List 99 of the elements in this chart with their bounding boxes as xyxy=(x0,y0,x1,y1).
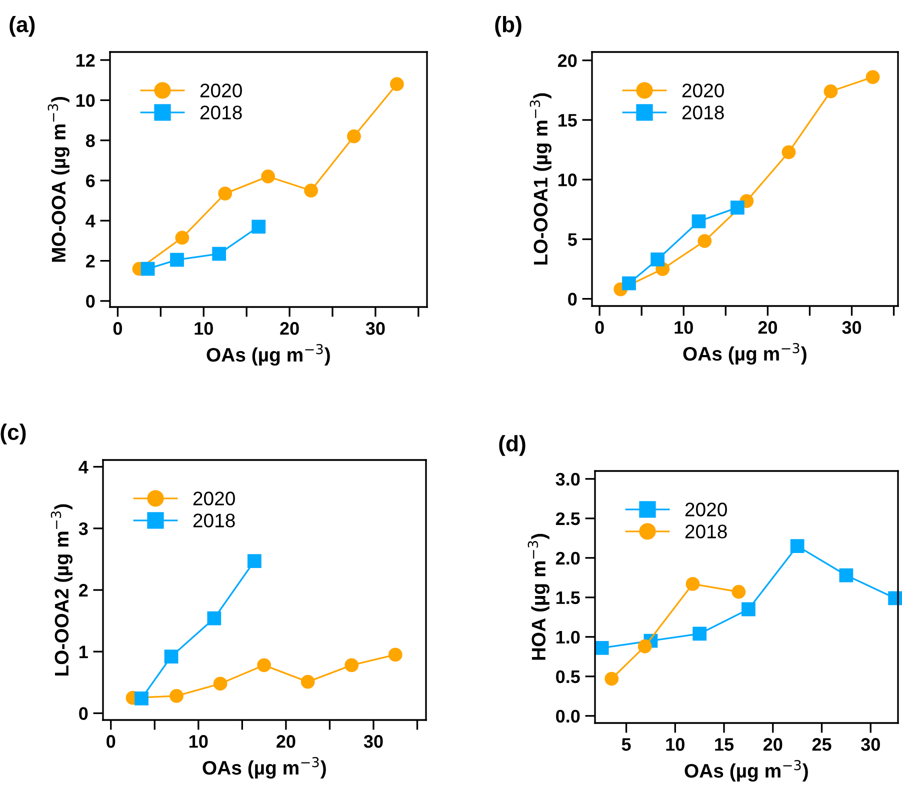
x-axis-title: OAs (µg m$^{−3}$) xyxy=(684,760,808,782)
x-axis-title: OAs (µg m$^{−3}$) xyxy=(202,756,326,779)
y-tick-label: 12 xyxy=(76,54,95,67)
x-tick-label: 30 xyxy=(366,322,385,335)
legend-label: 2020 xyxy=(200,84,242,98)
point xyxy=(692,626,707,641)
point xyxy=(140,262,155,276)
legend-label: 2018 xyxy=(200,106,242,120)
point xyxy=(839,568,854,582)
y-tick-label: 2.5 xyxy=(556,512,580,526)
y-tick-label: 3.0 xyxy=(556,472,580,486)
y-tick-label: 0.0 xyxy=(556,710,580,723)
point xyxy=(604,672,619,686)
point xyxy=(344,658,359,672)
point xyxy=(164,650,178,664)
chart-title: (d) xyxy=(499,435,526,456)
point xyxy=(218,186,232,200)
point xyxy=(247,554,262,568)
x-tick-label: 20 xyxy=(763,738,782,751)
point xyxy=(866,70,880,84)
y-tick-label: 2.0 xyxy=(556,552,580,565)
x-tick-label: 30 xyxy=(364,735,383,748)
point xyxy=(390,77,404,92)
x-tick-label: 30 xyxy=(842,321,862,334)
y-tick-label: 10 xyxy=(558,174,577,186)
point xyxy=(170,689,184,703)
y-tick-label: 4 xyxy=(78,460,88,474)
y-tick-label: 0 xyxy=(86,294,95,308)
legend-label: 2020 xyxy=(685,502,727,516)
point xyxy=(732,584,746,599)
chart-title: (a) xyxy=(10,16,35,37)
y-axis-title: HOA (µg m$^{−3}$) xyxy=(528,534,550,660)
x-axis-title: OAs (µg m$^{−3}$) xyxy=(206,344,330,366)
y-tick-label: 0.5 xyxy=(556,670,580,684)
x-axis-title: OAs (µg m$^{−3}$) xyxy=(683,342,806,365)
chart-title: (b) xyxy=(495,16,522,37)
y-tick-label: 8 xyxy=(86,134,95,148)
y-tick-label: 0 xyxy=(568,292,577,306)
point xyxy=(347,129,361,144)
point xyxy=(638,639,652,654)
point xyxy=(207,611,222,626)
x-tick-label: 10 xyxy=(190,735,208,748)
legend-label: 2020 xyxy=(682,84,724,98)
point xyxy=(212,246,226,261)
y-tick-label: 6 xyxy=(86,174,95,188)
x-tick-label: 20 xyxy=(758,321,777,334)
y-tick-label: 15 xyxy=(558,114,577,127)
y-tick-label: 2 xyxy=(86,254,95,268)
point xyxy=(170,252,184,267)
point xyxy=(594,641,609,655)
point xyxy=(824,84,838,98)
legend-label: 2018 xyxy=(685,524,727,538)
y-tick-label: 0 xyxy=(79,707,88,720)
y-tick-label: 5 xyxy=(568,233,577,246)
y-tick-label: 4 xyxy=(86,214,96,228)
x-tick-label: 10 xyxy=(674,321,693,334)
x-tick-label: 15 xyxy=(715,738,734,751)
point xyxy=(742,602,756,616)
legend-label: 2018 xyxy=(682,106,724,120)
y-tick-label: 3 xyxy=(78,522,88,536)
point xyxy=(213,676,228,691)
point xyxy=(257,658,272,672)
y-tick-label: 20 xyxy=(558,54,577,68)
point xyxy=(650,252,665,266)
x-tick-label: 0 xyxy=(106,735,116,748)
y-tick-label: 1 xyxy=(80,646,88,658)
y-axis-title: LO-OOA1 (µg m$^{−3}$) xyxy=(530,93,552,265)
chart-title: (c) xyxy=(0,424,26,444)
y-axis-title: MO-OOA (µg m$^{−3}$) xyxy=(48,96,70,262)
point xyxy=(730,200,744,215)
x-tick-label: 0 xyxy=(595,321,604,334)
point xyxy=(622,276,636,290)
y-axis-title: LO-OOA2 (µg m$^{−3}$) xyxy=(50,504,73,676)
x-tick-label: 20 xyxy=(280,322,299,335)
x-tick-label: 10 xyxy=(194,322,213,335)
point xyxy=(698,234,712,248)
x-tick-label: 30 xyxy=(861,738,880,751)
y-tick-label: 10 xyxy=(76,94,95,107)
point xyxy=(261,170,276,184)
x-tick-label: 20 xyxy=(276,735,296,748)
point xyxy=(304,184,318,198)
y-tick-label: 2 xyxy=(79,584,88,597)
y-tick-label: 1.5 xyxy=(556,592,580,604)
point xyxy=(252,220,266,234)
x-tick-label: 0 xyxy=(113,322,122,335)
x-tick-label: 25 xyxy=(812,738,832,751)
y-tick-label: 1.0 xyxy=(556,630,580,644)
point xyxy=(175,230,190,245)
point xyxy=(790,539,804,553)
point xyxy=(692,214,706,228)
legend-label: 2020 xyxy=(193,492,235,506)
point xyxy=(300,674,315,689)
x-tick-label: 5 xyxy=(622,738,631,751)
point xyxy=(388,648,402,662)
point xyxy=(134,691,148,706)
x-tick-label: 10 xyxy=(666,738,684,751)
legend-label: 2018 xyxy=(193,514,235,528)
point xyxy=(686,577,700,591)
point xyxy=(782,145,796,160)
